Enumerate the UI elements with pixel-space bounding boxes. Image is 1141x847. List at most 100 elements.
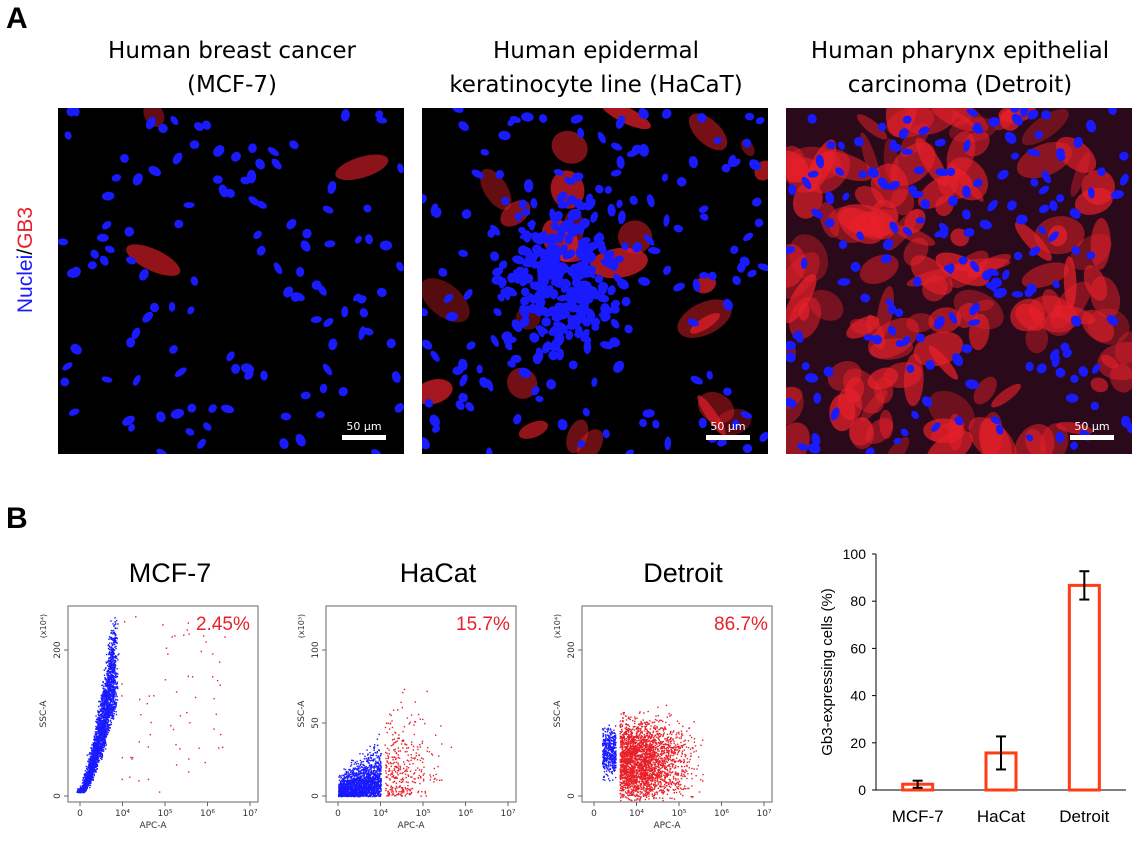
nucleus [728,244,740,256]
event-point [103,688,104,689]
event-point [407,760,408,761]
event-point [114,647,115,648]
event-point [359,768,360,769]
event-point [356,761,357,762]
event-point [87,788,88,789]
event-point [97,740,98,741]
event-point [352,785,353,786]
nucleus [97,234,109,242]
event-point [393,791,394,792]
event-point [114,632,115,633]
nucleus [616,155,626,169]
nucleus [661,264,672,276]
nucleus [337,385,350,398]
event-point [101,713,102,714]
nucleus [252,229,264,241]
nucleus [437,266,449,278]
event-point [115,634,116,635]
nucleus [673,224,684,234]
nucleus [1056,432,1065,443]
event-point [192,676,193,677]
event-point [374,768,375,769]
event-point [111,668,112,669]
event-point [109,636,110,637]
nucleus [353,234,363,244]
event-point [111,689,112,690]
event-point [417,746,418,747]
event-point [385,744,386,745]
image-title-line1: Human pharynx epithelial [780,34,1140,68]
event-point [406,781,407,782]
event-point [394,751,395,752]
event-point [368,760,369,761]
nucleus [393,401,404,414]
event-point [94,736,95,737]
flow-title-detroit: Detroit [563,558,803,589]
event-point [387,777,388,778]
event-point [109,699,110,700]
event-point [107,712,108,713]
event-point [148,779,149,780]
event-point [117,699,118,700]
event-point [147,703,148,704]
event-point [423,767,424,768]
nucleus [422,435,432,452]
event-point [84,775,85,776]
event-point [404,771,405,772]
event-point [385,788,386,789]
event-point [107,708,108,709]
nucleus [326,180,337,195]
event-point [86,781,87,782]
panel-a-letter: A [6,2,28,36]
nucleus [340,109,350,122]
nucleus [59,376,71,388]
event-point [201,651,202,652]
nucleus [370,448,382,454]
nucleus [190,140,200,149]
event-point [110,648,111,649]
event-point [148,746,149,747]
nucleus [201,421,213,433]
event-point [407,782,408,783]
event-point [100,715,101,716]
event-point [122,757,123,758]
event-point [399,766,400,767]
nucleus [171,151,185,166]
event-point [111,659,112,660]
event-point [109,664,110,665]
nucleus [100,219,113,231]
event-point [401,743,402,744]
event-point [390,774,391,775]
event-point [115,646,116,647]
event-point [108,721,109,722]
event-point [341,775,342,776]
event-point [425,792,426,793]
nucleus [596,131,608,145]
event-point [97,755,98,756]
nucleus [529,219,536,230]
event-point [115,682,116,683]
event-point [422,743,423,744]
event-point [401,782,402,783]
event-point [110,633,111,634]
event-point [114,708,115,709]
event-point [356,763,357,764]
event-point [354,776,355,777]
event-point [389,768,390,769]
nucleus [376,287,388,299]
event-point [149,695,150,696]
event-point [90,756,91,757]
event-point [151,722,152,723]
nucleus [753,217,765,229]
event-point [406,769,407,770]
event-point [415,770,416,771]
event-point [393,710,394,711]
event-point [409,764,410,765]
event-point [80,788,81,789]
event-point [153,695,154,696]
event-point [91,771,92,772]
event-point [96,745,97,746]
nucleus [742,444,752,454]
event-point [106,693,107,694]
